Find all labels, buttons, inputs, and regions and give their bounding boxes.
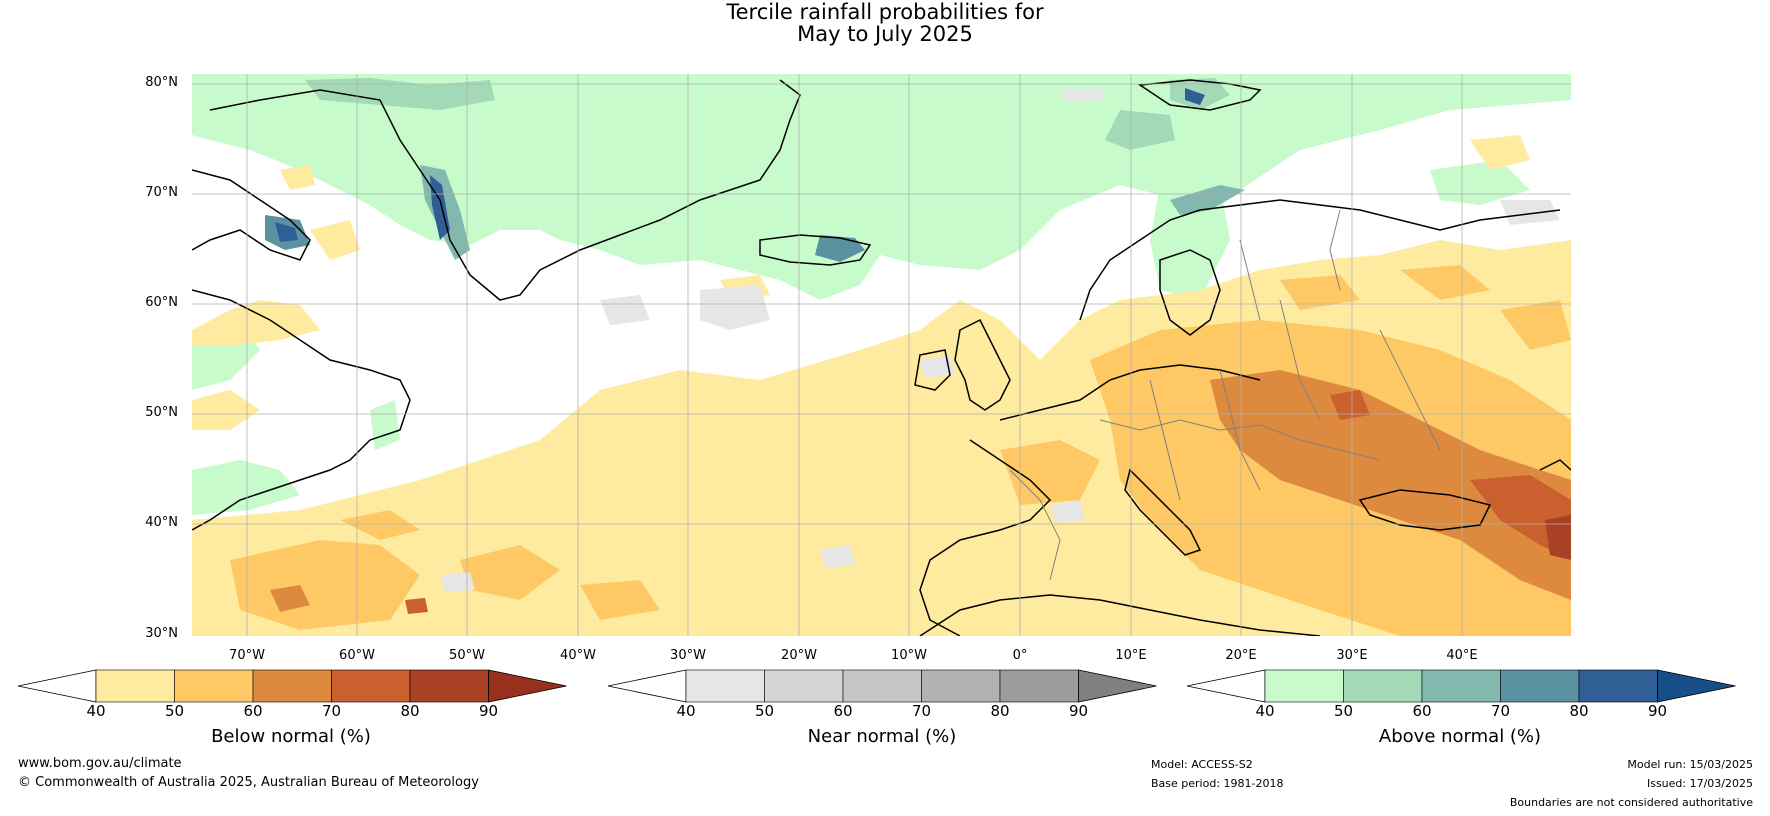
lon-label-40e: 40°E (1446, 648, 1478, 663)
colorbar-segment (331, 669, 411, 703)
colorbar-near-normal (607, 669, 1157, 703)
map-title-line1: Tercile rainfall probabilities for (726, 0, 1044, 24)
colorbar-tick-label: 40 (676, 702, 696, 720)
lat-label-40n: 40°N (145, 515, 178, 530)
colorbar-tick-label: 50 (754, 702, 775, 720)
colorbar-segment (921, 669, 1001, 703)
colorbar-segment (764, 669, 844, 703)
colorbar-high-extension (1078, 669, 1157, 703)
colorbar-above-normal (1186, 669, 1736, 703)
lon-label-30w: 30°W (670, 648, 706, 663)
lat-label-80n: 80°N (145, 75, 178, 90)
below-normal-title: Below normal (%) (211, 726, 371, 747)
lon-label-30e: 30°E (1336, 648, 1368, 663)
colorbar-tick-label: 70 (911, 702, 932, 720)
below-normal-higher-regions (270, 370, 1571, 614)
colorbar-tick-label: 90 (1068, 702, 1089, 720)
lat-label-70n: 70°N (145, 185, 178, 200)
footer-website: www.bom.gov.au/climate (18, 756, 182, 771)
lon-label-10e: 10°E (1115, 648, 1147, 663)
colorbar-tick-label: 90 (478, 702, 499, 720)
lon-label-10w: 10°W (891, 648, 927, 663)
colorbar-low-extension (1186, 669, 1266, 703)
graticule (192, 74, 1571, 636)
colorbar-segment (842, 669, 922, 703)
footer-model-run: Model run: 15/03/2025 (1627, 758, 1753, 771)
colorbar-segment (252, 669, 332, 703)
colorbar-tick-label: 70 (1490, 702, 1511, 720)
colorbar-segment (95, 669, 175, 703)
colorbar-segment (174, 669, 254, 703)
colorbar-segment (1500, 669, 1580, 703)
lon-label-0: 0° (1012, 648, 1028, 663)
colorbar-high-extension (488, 669, 567, 703)
colorbar-segment (409, 669, 489, 703)
colorbar-segment (1264, 669, 1344, 703)
lat-label-60n: 60°N (145, 295, 178, 310)
lon-label-60w: 60°W (339, 648, 375, 663)
colorbar-segment (1421, 669, 1501, 703)
near-normal-title: Near normal (%) (807, 726, 957, 747)
colorbar-strip (17, 669, 1736, 703)
coastlines (192, 79, 1571, 636)
colorbar-segment (1578, 669, 1658, 703)
above-normal-title: Above normal (%) (1378, 726, 1542, 747)
lon-label-70w: 70°W (229, 648, 265, 663)
near-normal-regions (440, 88, 1560, 592)
colorbar-segment (685, 669, 765, 703)
lon-label-20e: 20°E (1225, 648, 1257, 663)
colorbar-tick-label: 70 (321, 702, 342, 720)
colorbar-tick-label: 60 (833, 702, 853, 720)
country-borders (1009, 209, 1441, 581)
colorbar-tick-label: 40 (86, 702, 106, 720)
colorbar-tick-label: 50 (1333, 702, 1354, 720)
colorbar-tick-label: 80 (1569, 702, 1589, 720)
footer-base-period: Base period: 1981-2018 (1151, 777, 1284, 790)
footer-issued: Issued: 17/03/2025 (1646, 777, 1753, 790)
lon-label-20w: 20°W (781, 648, 817, 663)
lon-label-40w: 40°W (560, 648, 596, 663)
footer-model: Model: ACCESS-S2 (1151, 758, 1253, 771)
lat-label-50n: 50°N (145, 405, 178, 420)
footer-disclaimer: Boundaries are not considered authoritat… (1509, 796, 1753, 809)
map-title-line2: May to July 2025 (797, 22, 973, 46)
colorbar-low-extension (17, 669, 97, 703)
lat-label-30n: 30°N (145, 626, 178, 641)
colorbar-below-normal (17, 669, 567, 703)
colorbar-tick-label: 60 (243, 702, 263, 720)
colorbar-tick-label: 40 (1255, 702, 1275, 720)
colorbar-segment (1343, 669, 1423, 703)
colorbar-tick-label: 80 (990, 702, 1010, 720)
colorbar-tick-label: 50 (164, 702, 185, 720)
colorbar-low-extension (607, 669, 687, 703)
colorbar-tick-label: 90 (1647, 702, 1668, 720)
colorbar-high-extension (1657, 669, 1736, 703)
lon-label-50w: 50°W (449, 648, 485, 663)
colorbar-tick-label: 60 (1412, 702, 1432, 720)
colorbar-tick-label: 80 (400, 702, 420, 720)
footer-copyright: © Commonwealth of Australia 2025, Austra… (18, 775, 479, 790)
colorbar-segment (999, 669, 1079, 703)
